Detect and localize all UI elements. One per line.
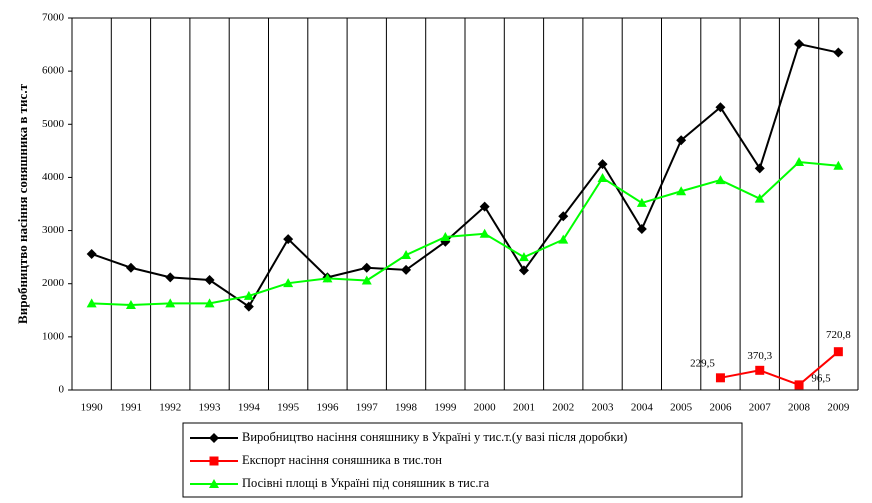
x-tick-label: 2002: [552, 402, 574, 414]
x-tick-label: 1995: [277, 402, 300, 414]
y-tick-label: 5000: [42, 118, 65, 130]
legend-marker: [209, 433, 219, 443]
marker: [165, 272, 176, 283]
data-label: 96,5: [811, 372, 831, 384]
series-line: [720, 350, 839, 387]
legend-label: Посівні площі в Україні під соняшник в т…: [242, 476, 490, 490]
legend-label: Експорт насіння соняшника в тис.тон: [242, 453, 442, 467]
x-tick-label: 1994: [238, 402, 261, 414]
marker: [479, 228, 490, 238]
x-tick-label: 1996: [316, 402, 339, 414]
marker: [165, 298, 176, 308]
y-axis-label: Виробництво насіння соняшника в тис.т: [15, 83, 30, 324]
x-tick-label: 1990: [81, 402, 104, 414]
marker: [597, 172, 608, 182]
y-tick-label: 4000: [42, 171, 65, 183]
marker: [518, 265, 529, 276]
marker: [243, 290, 254, 300]
marker: [833, 47, 844, 58]
marker: [833, 347, 843, 357]
marker: [401, 250, 412, 260]
x-tick-label: 2005: [670, 402, 693, 414]
marker: [715, 102, 726, 113]
x-tick-label: 2000: [474, 402, 497, 414]
marker: [754, 163, 765, 174]
marker: [283, 278, 294, 288]
y-tick-label: 6000: [42, 65, 65, 77]
x-tick-label: 2006: [709, 402, 732, 414]
legend-marker: [209, 456, 219, 466]
y-tick-label: 3000: [42, 224, 65, 236]
series-line: [91, 42, 839, 308]
x-tick-label: 2007: [749, 402, 772, 414]
marker: [715, 175, 726, 185]
legend: Виробництво насіння соняшнику в Україні …: [190, 430, 627, 490]
marker: [204, 274, 215, 285]
marker: [755, 365, 765, 375]
legend-box: [182, 422, 743, 498]
marker: [440, 231, 451, 241]
marker: [283, 234, 294, 245]
marker: [636, 223, 647, 234]
x-tick-label: 2001: [513, 402, 535, 414]
y-tick-label: 0: [59, 384, 65, 396]
marker: [676, 135, 687, 146]
marker: [204, 298, 215, 308]
x-tick-label: 2004: [631, 402, 654, 414]
marker: [361, 275, 372, 285]
x-tick-label: 2003: [592, 402, 615, 414]
y-tick-label: 2000: [42, 277, 65, 289]
series-line: [91, 160, 839, 306]
y-tick-label: 1000: [42, 330, 65, 342]
legend-marker: [209, 479, 219, 488]
x-tick-label: 1997: [356, 402, 379, 414]
marker: [518, 252, 529, 262]
data-label: 720,8: [826, 329, 851, 341]
data-label: 370,3: [747, 350, 772, 362]
marker: [636, 197, 647, 207]
marker: [86, 248, 97, 259]
data-label: 229,5: [690, 357, 715, 369]
marker: [794, 39, 805, 50]
x-tick-label: 1993: [199, 402, 222, 414]
marker: [794, 157, 805, 167]
marker: [715, 373, 725, 383]
x-tick-label: 1999: [434, 402, 457, 414]
x-tick-label: 1998: [395, 402, 418, 414]
marker: [754, 193, 765, 203]
x-tick-label: 1991: [120, 402, 142, 414]
marker: [361, 262, 372, 273]
marker: [676, 186, 687, 196]
marker: [125, 262, 136, 273]
marker: [558, 211, 569, 222]
marker: [597, 159, 608, 170]
x-tick-label: 1992: [159, 402, 181, 414]
marker: [243, 301, 254, 312]
marker: [833, 160, 844, 170]
y-tick-label: 7000: [42, 12, 65, 24]
legend-label: Виробництво насіння соняшнику в Україні …: [242, 430, 627, 444]
marker: [322, 273, 333, 283]
x-tick-label: 2009: [827, 402, 850, 414]
marker: [401, 264, 412, 275]
marker: [479, 201, 490, 212]
x-tick-label: 2008: [788, 402, 811, 414]
marker: [794, 380, 804, 390]
marker: [125, 299, 136, 309]
marker: [86, 298, 97, 308]
marker: [558, 234, 569, 244]
